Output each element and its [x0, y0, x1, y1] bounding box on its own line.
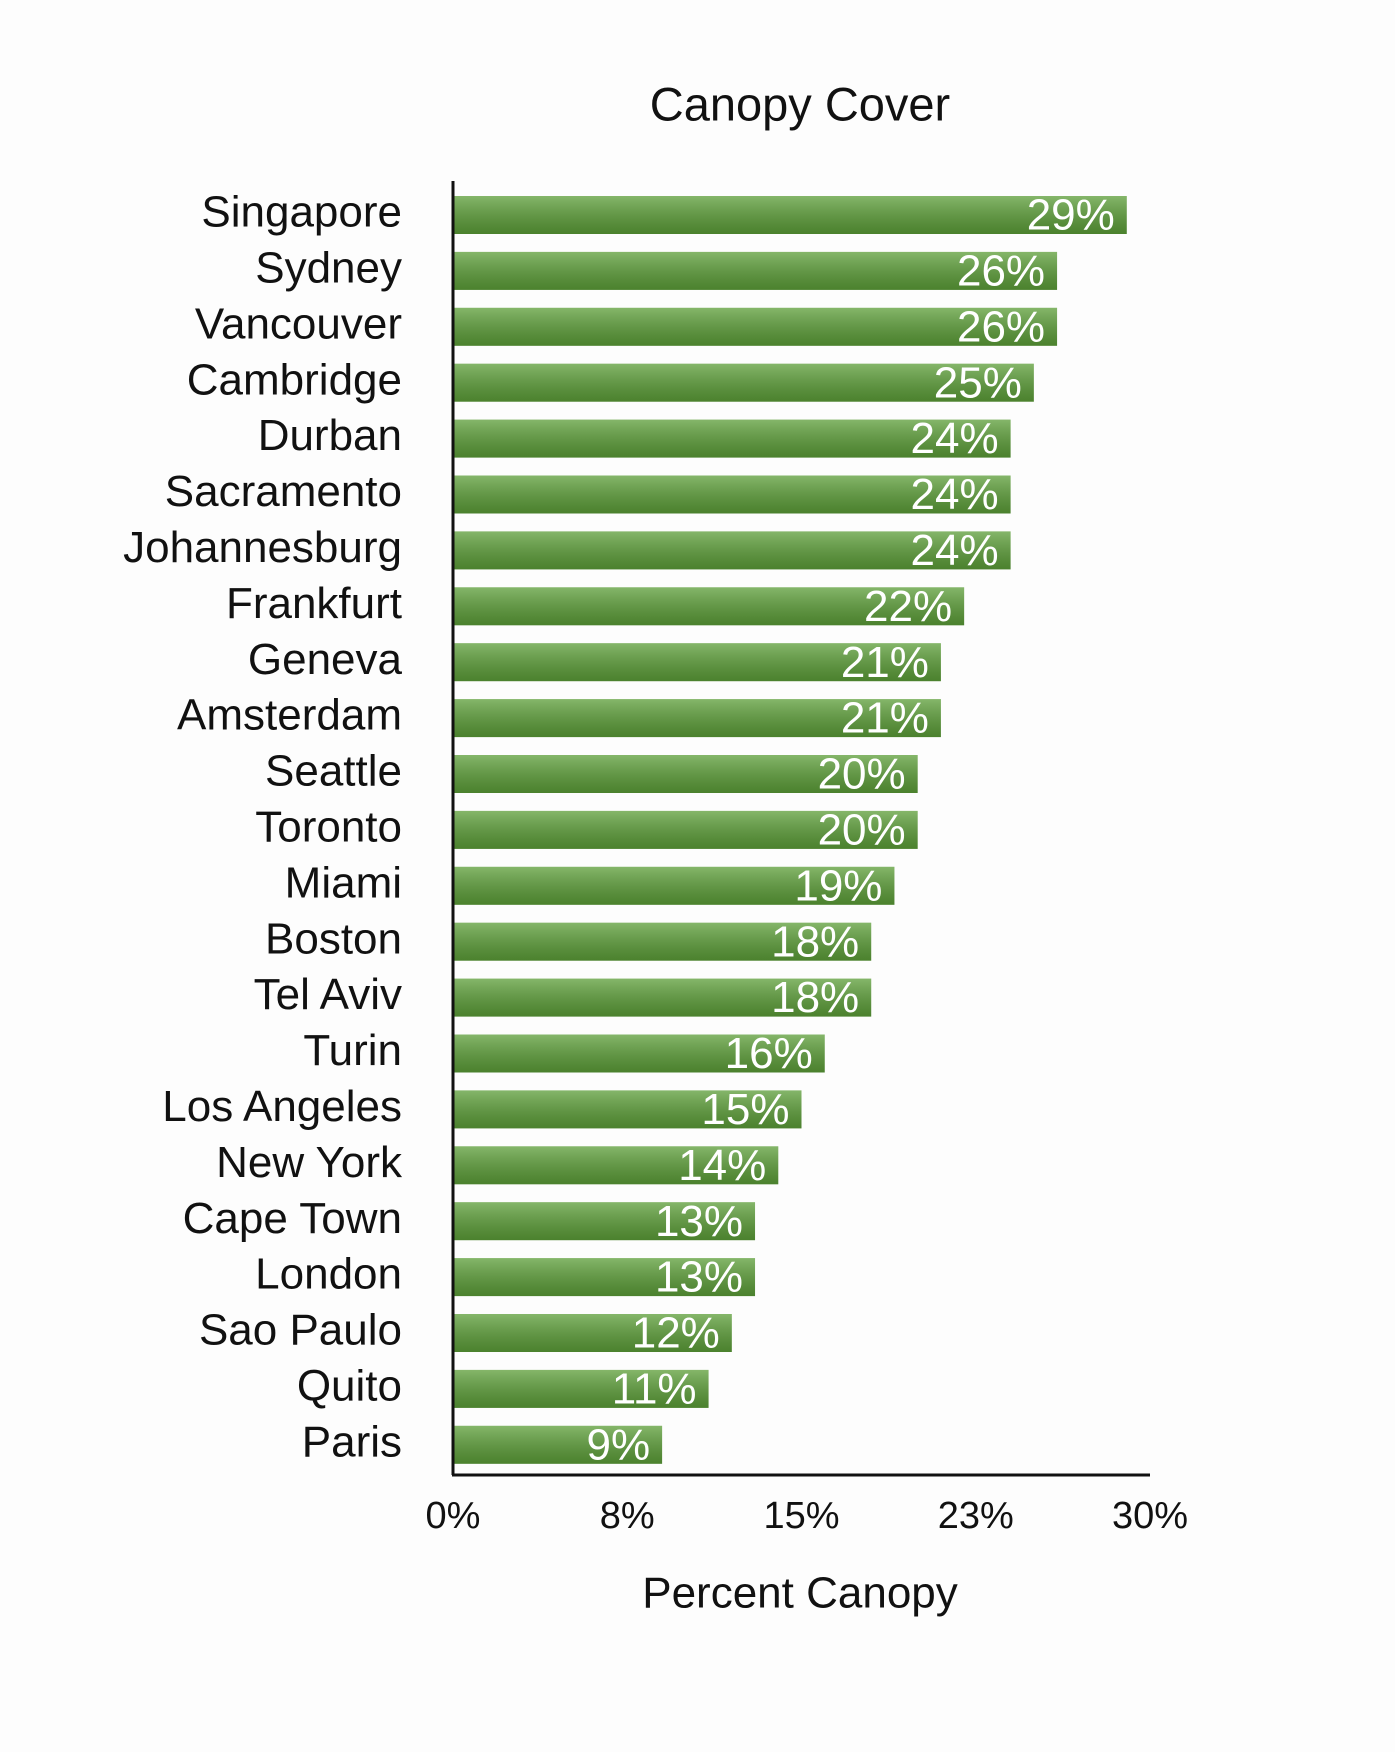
- y-tick-label: Cambridge: [187, 355, 402, 404]
- y-tick-label: Seattle: [265, 747, 402, 796]
- value-label: 25%: [934, 358, 1022, 407]
- y-tick-label: Paris: [302, 1417, 402, 1466]
- y-tick-label: Boston: [265, 914, 402, 963]
- y-tick-label: Amsterdam: [177, 691, 402, 740]
- y-tick-label: Miami: [285, 858, 402, 907]
- bar-shade: [453, 755, 918, 793]
- y-tick-label: Tel Aviv: [254, 970, 402, 1019]
- y-tick-label: Sacramento: [165, 467, 402, 516]
- bar-shade: [453, 587, 965, 626]
- y-tick-label: Toronto: [255, 803, 402, 852]
- bar-shade: [453, 699, 941, 738]
- bar-shade: [453, 1369, 709, 1408]
- bar-shade: [453, 1146, 779, 1185]
- y-tick-label: Turin: [303, 1026, 402, 1075]
- value-label: 26%: [957, 302, 1045, 351]
- value-label: 12%: [632, 1309, 720, 1358]
- y-tick-label: New York: [216, 1138, 403, 1187]
- value-label: 22%: [864, 582, 952, 631]
- value-label: 15%: [701, 1085, 789, 1134]
- value-label: 18%: [771, 917, 859, 966]
- y-tick-label: London: [255, 1250, 402, 1299]
- y-tick-label: Geneva: [248, 635, 403, 684]
- x-axis-label: Percent Canopy: [642, 1569, 958, 1618]
- bar-shade: [453, 1314, 732, 1352]
- bar-shade: [453, 363, 1034, 402]
- value-label: 13%: [655, 1197, 743, 1246]
- value-label: 13%: [655, 1253, 743, 1302]
- bar-shade: [453, 531, 1011, 570]
- x-tick-label: 8%: [600, 1495, 655, 1537]
- bar-shade: [453, 1202, 756, 1241]
- y-tick-label: Quito: [297, 1362, 402, 1411]
- bar-shade: [453, 643, 941, 682]
- value-label: 9%: [587, 1420, 651, 1469]
- bar-shade: [453, 475, 1011, 514]
- value-label: 20%: [818, 750, 906, 799]
- y-tick-label: Frankfurt: [226, 579, 402, 628]
- value-label: 20%: [818, 806, 906, 855]
- bar-shade: [453, 1090, 802, 1129]
- bar-shade: [453, 307, 1058, 346]
- bar-shade: [453, 922, 872, 961]
- bar-shade: [453, 1258, 756, 1297]
- bar-shade: [453, 1425, 663, 1464]
- bar-shade: [453, 978, 872, 1017]
- y-tick-label: Durban: [258, 411, 402, 460]
- value-label: 29%: [1027, 191, 1115, 240]
- value-label: 24%: [911, 526, 999, 575]
- value-label: 24%: [911, 470, 999, 519]
- value-label: 11%: [612, 1365, 697, 1414]
- y-tick-label: Johannesburg: [123, 523, 402, 572]
- y-tick-label: Sydney: [255, 244, 402, 293]
- y-tick-label: Los Angeles: [162, 1082, 402, 1131]
- bar-shade: [453, 1034, 825, 1073]
- y-tick-label: Vancouver: [195, 299, 402, 348]
- x-tick-label: 30%: [1112, 1495, 1188, 1537]
- value-label: 26%: [957, 247, 1045, 296]
- bar-shade: [453, 196, 1127, 234]
- y-tick-label: Cape Town: [183, 1194, 402, 1243]
- bar-shade: [453, 251, 1058, 290]
- value-label: 24%: [911, 414, 999, 463]
- x-tick-label: 15%: [763, 1495, 839, 1537]
- value-label: 18%: [771, 973, 859, 1022]
- y-tick-label: Singapore: [201, 188, 402, 237]
- value-label: 21%: [841, 638, 929, 687]
- y-tick-label: Sao Paulo: [199, 1306, 402, 1355]
- chart-title: Canopy Cover: [650, 77, 950, 130]
- x-tick-label: 0%: [426, 1495, 481, 1537]
- bar-shade: [453, 810, 918, 849]
- bar-shade: [453, 866, 895, 905]
- value-label: 21%: [841, 694, 929, 743]
- bar-shade: [453, 419, 1011, 458]
- value-label: 19%: [794, 861, 882, 910]
- value-label: 16%: [725, 1029, 813, 1078]
- value-label: 14%: [678, 1141, 766, 1190]
- x-tick-label: 23%: [938, 1495, 1014, 1537]
